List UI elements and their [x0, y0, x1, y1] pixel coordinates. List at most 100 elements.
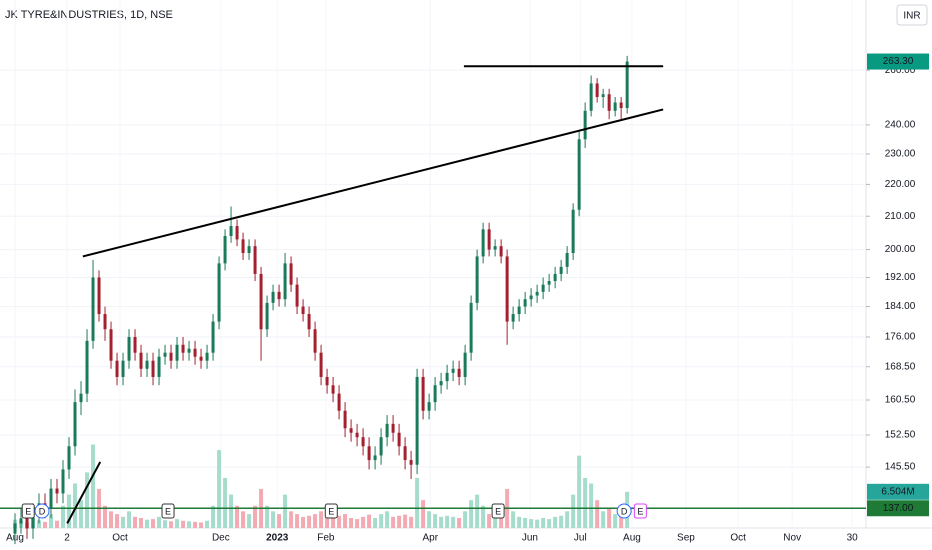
volume-bar — [577, 455, 582, 528]
candle-body — [397, 432, 401, 447]
candle-body — [451, 368, 455, 373]
volume-bar — [397, 515, 402, 528]
volume-bar — [145, 519, 150, 528]
volume-bar — [109, 511, 114, 528]
candle-body — [19, 518, 23, 524]
trend-line[interactable] — [66, 461, 102, 524]
volume-bar — [307, 515, 312, 528]
candle-body — [391, 423, 395, 433]
candle-body — [445, 372, 449, 382]
event-badge[interactable] — [34, 503, 50, 519]
volume-bar — [439, 516, 444, 528]
volume-bar — [199, 522, 204, 528]
candle-body — [469, 302, 473, 353]
volume-bar — [511, 511, 516, 528]
y-tick-label: 192.00 — [885, 272, 916, 283]
volume-bar — [79, 500, 84, 528]
volume-bar — [283, 494, 288, 528]
volume-bar — [49, 514, 54, 528]
candle-body — [421, 376, 425, 411]
y-tick-label: 168.50 — [885, 361, 916, 372]
volume-bar — [403, 514, 408, 528]
level-label-box — [867, 500, 929, 517]
event-label[interactable]: D — [621, 506, 628, 516]
candle-body — [385, 423, 389, 438]
candle-body — [181, 344, 185, 353]
y-tick-label: 152.50 — [885, 430, 916, 441]
last-price-label-box — [867, 53, 929, 70]
volume-bar — [241, 511, 246, 528]
currency[interactable]: INR — [903, 11, 920, 22]
candle-body — [277, 291, 281, 300]
x-tick-label: Sep — [677, 533, 695, 544]
candle-body — [205, 352, 209, 361]
y-tick-label: 220.00 — [885, 179, 916, 190]
event-label[interactable]: E — [495, 506, 501, 516]
volume-bar — [541, 517, 546, 528]
trend-line[interactable] — [82, 108, 664, 258]
event-label[interactable]: E — [25, 506, 31, 516]
event-badge[interactable] — [633, 503, 647, 519]
candle-body — [307, 314, 311, 330]
last-volume-label: 6.504M — [881, 486, 914, 497]
event-badge[interactable] — [161, 503, 175, 519]
candle-body — [109, 329, 113, 361]
event-label[interactable]: E — [165, 506, 171, 516]
candle-body — [331, 385, 335, 394]
volume-bar — [289, 511, 294, 528]
volume-bar — [469, 500, 474, 528]
event-badge[interactable] — [491, 503, 505, 519]
candle-body — [487, 229, 491, 250]
volume-bar — [271, 511, 276, 528]
volume-bar — [367, 514, 372, 528]
currency-box[interactable] — [896, 4, 928, 26]
candle-body — [91, 277, 95, 341]
x-tick-label: 30 — [847, 533, 859, 544]
candle-body — [505, 256, 509, 322]
candle-body — [25, 518, 29, 529]
volume-bar — [133, 516, 138, 528]
candle-body — [211, 321, 215, 353]
volume-bar — [517, 516, 522, 528]
candle-body — [349, 428, 353, 433]
volume-bar — [163, 520, 168, 528]
candle-body — [61, 469, 65, 494]
candle-body — [283, 263, 287, 300]
candle-body — [589, 83, 593, 111]
candle-body — [517, 306, 521, 315]
event-badge[interactable] — [324, 503, 338, 519]
volume-bar — [331, 517, 336, 528]
candle-body — [115, 360, 119, 377]
candle-body — [565, 252, 569, 267]
event-badge[interactable] — [21, 503, 35, 519]
volume-bar — [313, 514, 318, 528]
volume-bar — [67, 494, 72, 528]
event-badge[interactable] — [616, 503, 632, 519]
candle-body — [373, 455, 377, 461]
last-volume-label-box — [867, 483, 929, 500]
candle-body — [289, 263, 293, 285]
volume-bar — [121, 516, 126, 528]
volume-bar — [247, 514, 252, 528]
volume-bar — [559, 515, 564, 528]
event-label[interactable]: E — [637, 506, 643, 516]
candle-body — [547, 281, 551, 285]
candle-body — [235, 226, 239, 240]
event-label[interactable]: D — [39, 506, 46, 516]
candle-body — [379, 437, 383, 456]
volume-bar — [235, 505, 240, 528]
candle-body — [367, 446, 371, 461]
candle-body — [271, 291, 275, 303]
volume-bar — [175, 519, 180, 528]
volume-bar — [535, 519, 540, 528]
event-label[interactable]: E — [328, 506, 334, 516]
candle-body — [187, 348, 191, 353]
candle-body — [403, 446, 407, 461]
candle-body — [31, 513, 35, 529]
candle-body — [217, 263, 221, 322]
volume-bar — [187, 521, 192, 528]
volume-bar — [217, 450, 222, 528]
volume-bar — [493, 516, 498, 528]
volume-bar — [265, 505, 270, 528]
